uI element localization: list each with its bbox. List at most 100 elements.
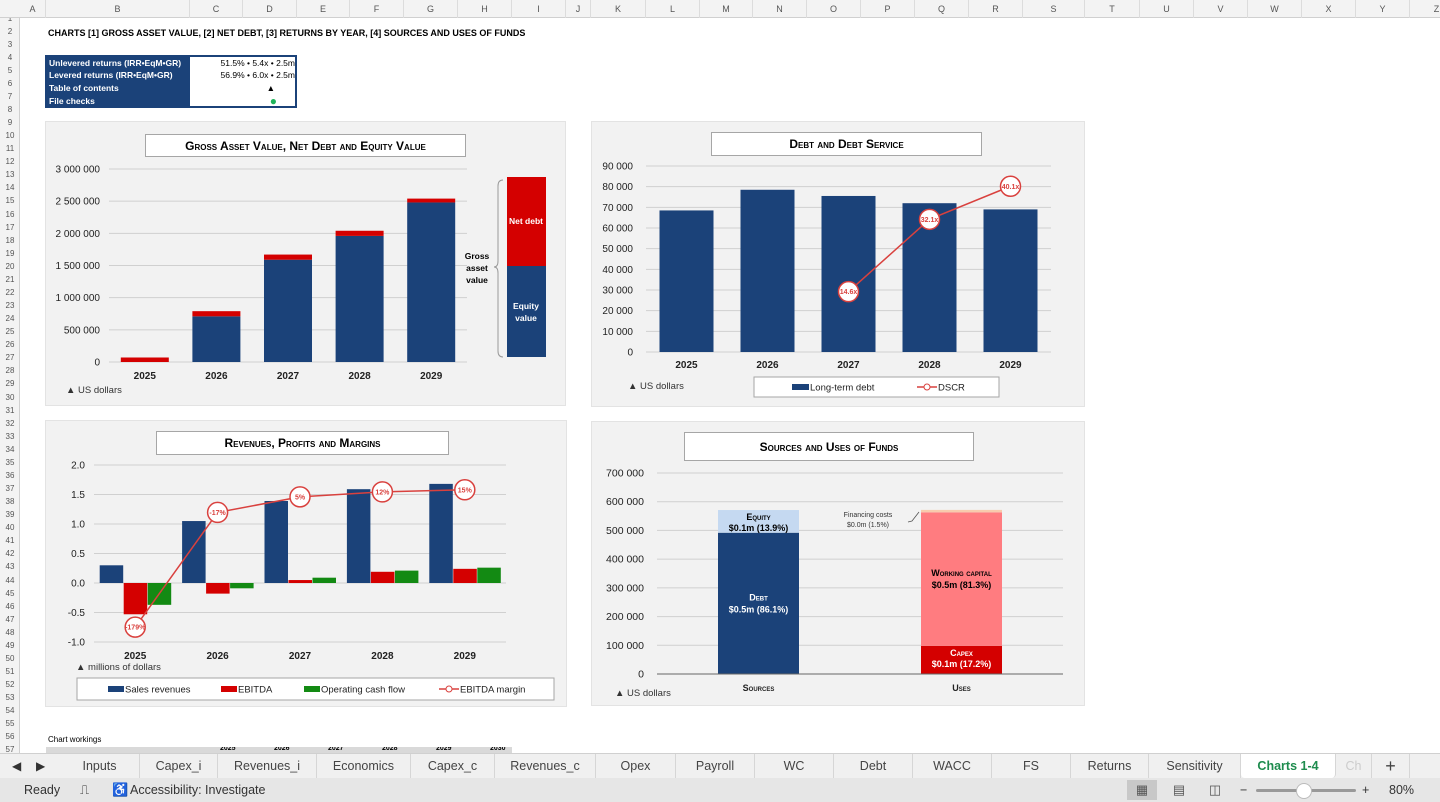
chart-gross-asset-value[interactable]: 0 500 000 1 000 000 1 500 000 2 000 000 2 500…	[45, 121, 566, 406]
row-header-31[interactable]: 31	[5, 405, 15, 415]
row-header-30[interactable]: 30	[5, 392, 15, 402]
sheet-tab-charts-1-4[interactable]: Charts 1-4	[1241, 754, 1336, 778]
row-header-21[interactable]: 21	[5, 274, 15, 284]
column-header-D[interactable]: D	[243, 0, 297, 18]
column-header-A[interactable]: A	[20, 0, 46, 18]
row-header-16[interactable]: 16	[5, 209, 15, 219]
row-header-42[interactable]: 42	[5, 549, 15, 559]
row-header-25[interactable]: 25	[5, 327, 15, 337]
chart-sources-uses[interactable]: 0 100 000 200 000 300 000 400 000 500 000 600 …	[591, 421, 1085, 706]
row-header-44[interactable]: 44	[5, 575, 15, 585]
column-header-C[interactable]: C	[190, 0, 243, 18]
column-header-Q[interactable]: Q	[915, 0, 969, 18]
row-header-50[interactable]: 50	[5, 653, 15, 663]
row-header-32[interactable]: 32	[5, 418, 15, 428]
sheet-tab-wacc[interactable]: WACC	[913, 754, 992, 778]
row-header-52[interactable]: 52	[5, 680, 15, 690]
column-header-H[interactable]: H	[458, 0, 512, 18]
row-header-41[interactable]: 41	[5, 536, 15, 546]
zoom-slider-handle[interactable]	[1295, 783, 1312, 799]
sheet-tab-ch[interactable]: Ch	[1336, 754, 1372, 778]
row-header-55[interactable]: 55	[5, 719, 15, 729]
zoom-out-button[interactable]: −	[1240, 783, 1248, 797]
row-header-12[interactable]: 12	[5, 157, 15, 167]
row-header-36[interactable]: 36	[5, 470, 15, 480]
sheet-tab-revenues-c[interactable]: Revenues_c	[495, 754, 596, 778]
column-header-G[interactable]: G	[404, 0, 458, 18]
row-header-43[interactable]: 43	[5, 562, 15, 572]
row-header-46[interactable]: 46	[5, 601, 15, 611]
row-header-22[interactable]: 22	[5, 287, 15, 297]
sheet-tab-payroll[interactable]: Payroll	[676, 754, 755, 778]
sheet-tab-capex-c[interactable]: Capex_c	[411, 754, 495, 778]
accessibility-icon[interactable]: ♿	[112, 782, 129, 797]
zoom-in-button[interactable]: +	[1362, 783, 1370, 797]
column-header-W[interactable]: W	[1248, 0, 1302, 18]
sheet-tab-economics[interactable]: Economics	[317, 754, 411, 778]
column-header-T[interactable]: T	[1085, 0, 1140, 18]
row-header-3[interactable]: 3	[7, 39, 13, 49]
column-header-J[interactable]: J	[566, 0, 591, 18]
row-header-33[interactable]: 33	[5, 431, 15, 441]
row-header-29[interactable]: 29	[5, 379, 15, 389]
accessibility-status[interactable]: Accessibility: Investigate	[130, 783, 266, 797]
row-header-17[interactable]: 17	[5, 222, 15, 232]
row-header-1[interactable]: 1	[7, 18, 13, 23]
row-header-27[interactable]: 27	[5, 353, 15, 363]
column-header-P[interactable]: P	[861, 0, 915, 18]
row-header-51[interactable]: 51	[5, 667, 15, 676]
row-header-23[interactable]: 23	[5, 301, 15, 311]
sheet-tab-debt[interactable]: Debt	[834, 754, 913, 778]
row-header-53[interactable]: 53	[5, 693, 15, 703]
row-header-6[interactable]: 6	[7, 78, 13, 88]
column-header-X[interactable]: X	[1302, 0, 1356, 18]
column-header-I[interactable]: I	[512, 0, 566, 18]
row-header-49[interactable]: 49	[5, 640, 15, 650]
row-header-47[interactable]: 47	[5, 614, 15, 624]
row-header-35[interactable]: 35	[5, 457, 15, 467]
sheet-tab-sensitivity[interactable]: Sensitivity	[1149, 754, 1241, 778]
row-header-38[interactable]: 38	[5, 497, 15, 507]
row-header-5[interactable]: 5	[7, 65, 13, 75]
scroll-right-icon[interactable]: ▶	[36, 759, 46, 773]
row-header-48[interactable]: 48	[5, 627, 15, 637]
row-header-8[interactable]: 8	[7, 104, 13, 114]
row-header-13[interactable]: 13	[5, 170, 15, 180]
sheet-tab-inputs[interactable]: Inputs	[60, 754, 140, 778]
column-header-Y[interactable]: Y	[1356, 0, 1410, 18]
row-header-14[interactable]: 14	[5, 183, 15, 193]
row-header-11[interactable]: 11	[5, 144, 15, 154]
row-header-39[interactable]: 39	[5, 510, 15, 520]
column-header-B[interactable]: B	[46, 0, 190, 18]
column-header-E[interactable]: E	[297, 0, 350, 18]
column-header-R[interactable]: R	[969, 0, 1023, 18]
chart-revenues-profits[interactable]: -1.0 -0.5 0.0 0.5 1.0 1.5 2.0 2025 2026 2027 2028 2…	[45, 420, 567, 707]
page-layout-icon[interactable]: ▤	[1172, 782, 1186, 797]
scroll-left-icon[interactable]: ◀	[12, 759, 22, 773]
row-header-2[interactable]: 2	[7, 26, 13, 36]
sheet-tab-wc[interactable]: WC	[755, 754, 834, 778]
page-break-icon[interactable]: ◫	[1208, 782, 1222, 797]
sheet-tab-revenues-i[interactable]: Revenues_i	[218, 754, 317, 778]
triangle-up-icon[interactable]: ▲	[266, 83, 275, 93]
zoom-slider[interactable]	[1256, 783, 1356, 799]
row-header-20[interactable]: 20	[5, 261, 15, 271]
sheet-tab-opex[interactable]: Opex	[596, 754, 676, 778]
row-header-28[interactable]: 28	[5, 366, 15, 376]
row-header-10[interactable]: 10	[5, 131, 15, 141]
column-header-U[interactable]: U	[1140, 0, 1194, 18]
row-header-37[interactable]: 37	[5, 484, 15, 494]
row-header-40[interactable]: 40	[5, 523, 15, 533]
row-header-34[interactable]: 34	[5, 444, 15, 454]
column-header-L[interactable]: L	[646, 0, 700, 18]
sheet-tab-returns[interactable]: Returns	[1071, 754, 1149, 778]
column-header-Z[interactable]: Z	[1410, 0, 1440, 18]
row-header-56[interactable]: 56	[5, 732, 15, 742]
column-header-N[interactable]: N	[753, 0, 807, 18]
row-header-19[interactable]: 19	[5, 248, 15, 258]
table-of-contents-link[interactable]: Table of contents ▲	[47, 82, 297, 95]
row-header-7[interactable]: 7	[7, 91, 13, 101]
column-header-F[interactable]: F	[350, 0, 404, 18]
column-header-K[interactable]: K	[591, 0, 646, 18]
column-header-V[interactable]: V	[1194, 0, 1248, 18]
